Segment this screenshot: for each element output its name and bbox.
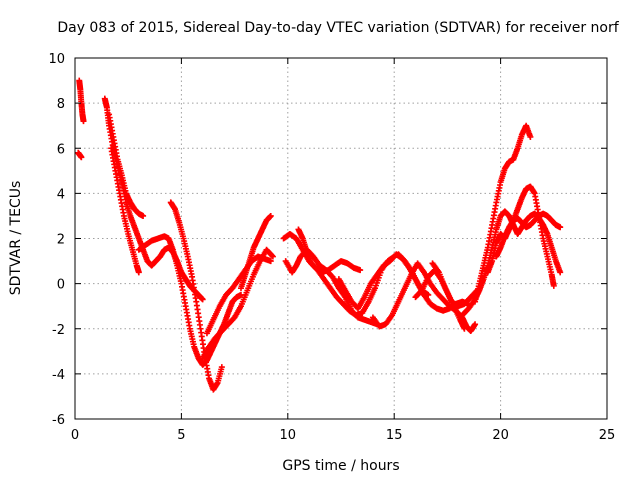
y-tick-label: 8 [57,97,65,112]
data-point [557,224,564,231]
data-track [429,260,481,310]
data-point [461,325,468,332]
data-point [472,321,479,328]
data-track [199,246,276,362]
x-tick-label: 15 [386,428,403,443]
data-track [167,199,225,393]
y-tick-label: 10 [48,52,65,67]
x-tick-label: 0 [71,428,79,443]
data-points [75,77,564,393]
y-tick-label: 4 [57,187,65,202]
data-point [267,212,274,219]
chart-title: Day 083 of 2015, Sidereal Day-to-day VTE… [57,20,619,36]
data-point [218,364,225,371]
data-point [78,154,85,161]
data-track [76,77,87,125]
data-point [80,118,87,125]
data-point [357,267,364,274]
data-point [269,253,276,260]
y-tick-label: 6 [57,142,65,157]
data-track [493,210,564,260]
data-track [472,122,534,305]
data-point [557,269,564,276]
data-point [140,212,147,219]
y-tick-label: -2 [52,323,65,338]
data-track [75,149,85,161]
y-tick-label: -4 [52,368,65,383]
x-tick-label: 5 [177,428,185,443]
y-tick-label: -6 [52,413,65,428]
data-point [267,258,274,265]
data-track [237,212,274,292]
y-tick-label: 0 [57,278,65,293]
x-tick-label: 10 [280,428,297,443]
data-point [550,282,557,289]
data-point [527,133,534,140]
data-track [135,233,244,368]
data-point [268,252,275,259]
y-tick-label: 2 [57,233,65,248]
x-tick-label: 25 [599,428,616,443]
axis-ticks: 0 5 10 15 20 25 -6 -4 -2 0 2 4 6 8 10 [48,52,615,443]
data-point [199,296,206,303]
data-track [108,145,142,276]
data-track [106,111,147,219]
x-axis-label: GPS time / hours [282,458,399,474]
data-point [135,269,142,276]
y-axis-label: SDTVAR / TECUs [8,181,24,296]
x-tick-label: 20 [492,428,509,443]
